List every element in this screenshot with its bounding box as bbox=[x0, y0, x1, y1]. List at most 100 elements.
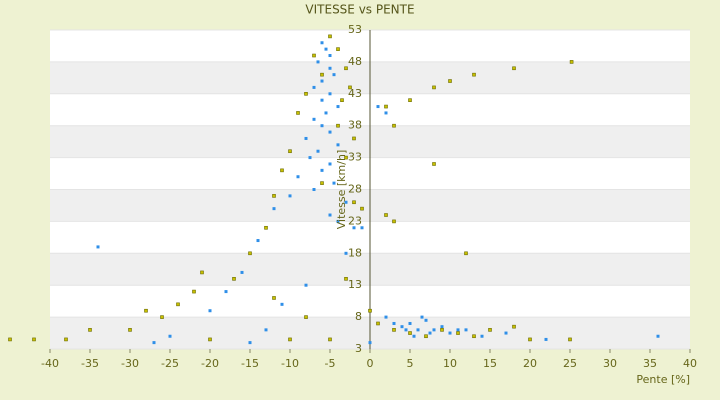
point bbox=[320, 98, 324, 102]
point bbox=[348, 85, 352, 90]
point bbox=[456, 328, 460, 332]
x-tick-label: -25 bbox=[161, 357, 179, 370]
point bbox=[568, 337, 572, 342]
point bbox=[464, 328, 468, 332]
point bbox=[336, 219, 340, 223]
point bbox=[408, 331, 412, 335]
point bbox=[512, 66, 516, 71]
point bbox=[296, 175, 300, 179]
point bbox=[428, 331, 432, 335]
point bbox=[352, 226, 356, 230]
point bbox=[248, 341, 252, 345]
point bbox=[304, 315, 308, 319]
x-tick-label: -15 bbox=[241, 357, 259, 370]
point bbox=[656, 334, 660, 338]
point bbox=[280, 168, 284, 173]
point bbox=[384, 213, 388, 217]
point bbox=[312, 85, 316, 89]
point bbox=[304, 92, 308, 96]
point bbox=[472, 334, 476, 339]
x-tick-label: -40 bbox=[41, 357, 59, 370]
point bbox=[392, 219, 396, 224]
point bbox=[160, 315, 164, 319]
point bbox=[528, 337, 532, 342]
point bbox=[232, 277, 236, 281]
point bbox=[256, 239, 260, 243]
point bbox=[352, 136, 356, 141]
point bbox=[504, 331, 508, 335]
point bbox=[208, 309, 212, 313]
point bbox=[288, 337, 292, 342]
point bbox=[272, 207, 276, 211]
point bbox=[336, 105, 340, 109]
point bbox=[344, 155, 348, 160]
x-tick-label: 30 bbox=[603, 357, 617, 370]
x-tick-label: 40 bbox=[683, 357, 697, 370]
y-tick-label: 13 bbox=[348, 278, 362, 291]
point bbox=[280, 302, 284, 306]
point bbox=[404, 328, 408, 332]
point bbox=[392, 123, 396, 128]
point bbox=[328, 54, 332, 58]
y-tick-label: 53 bbox=[348, 23, 362, 36]
point bbox=[344, 66, 348, 71]
point bbox=[392, 321, 396, 325]
point bbox=[328, 66, 332, 70]
point bbox=[324, 47, 328, 51]
x-tick-label: 20 bbox=[523, 357, 537, 370]
y-tick-label: 38 bbox=[348, 119, 362, 132]
point bbox=[8, 337, 12, 342]
point bbox=[312, 117, 316, 121]
x-tick-label: 0 bbox=[367, 357, 374, 370]
point bbox=[344, 251, 348, 255]
chart-title: VITESSE vs PENTE bbox=[305, 3, 414, 17]
point bbox=[264, 225, 268, 230]
point bbox=[320, 124, 324, 128]
point bbox=[208, 337, 212, 342]
point bbox=[456, 331, 460, 335]
point bbox=[408, 321, 412, 325]
point bbox=[384, 104, 388, 109]
point bbox=[368, 341, 372, 345]
point bbox=[569, 60, 574, 64]
point bbox=[488, 328, 492, 332]
point bbox=[360, 206, 364, 211]
point bbox=[312, 53, 316, 58]
y-tick-label: 3 bbox=[355, 342, 362, 355]
point bbox=[88, 328, 92, 332]
point bbox=[320, 79, 324, 83]
point bbox=[144, 308, 148, 313]
point bbox=[200, 270, 204, 275]
point bbox=[272, 296, 276, 300]
point bbox=[332, 73, 336, 77]
x-tick-label: 10 bbox=[443, 357, 457, 370]
x-tick-label: -5 bbox=[325, 357, 336, 370]
x-tick-label: 5 bbox=[407, 357, 414, 370]
y-tick-label: 33 bbox=[348, 151, 362, 164]
point bbox=[344, 277, 348, 281]
point bbox=[320, 41, 324, 45]
point bbox=[192, 289, 196, 294]
point bbox=[288, 149, 292, 154]
point bbox=[416, 328, 420, 332]
point bbox=[412, 334, 416, 338]
x-tick-label: -30 bbox=[121, 357, 139, 370]
y-tick-label: 23 bbox=[348, 214, 362, 227]
point bbox=[440, 328, 444, 332]
point bbox=[408, 98, 412, 102]
x-tick-label: -20 bbox=[201, 357, 219, 370]
point bbox=[296, 111, 300, 115]
point bbox=[472, 72, 476, 77]
point bbox=[32, 337, 36, 342]
point bbox=[240, 270, 244, 274]
x-tick-label: -35 bbox=[81, 357, 99, 370]
y-tick-label: 18 bbox=[348, 246, 362, 259]
point bbox=[316, 60, 320, 64]
x-tick-label: 35 bbox=[643, 357, 657, 370]
point bbox=[480, 334, 484, 338]
x-tick-label: -10 bbox=[281, 357, 299, 370]
point bbox=[320, 168, 324, 172]
point bbox=[264, 328, 268, 332]
